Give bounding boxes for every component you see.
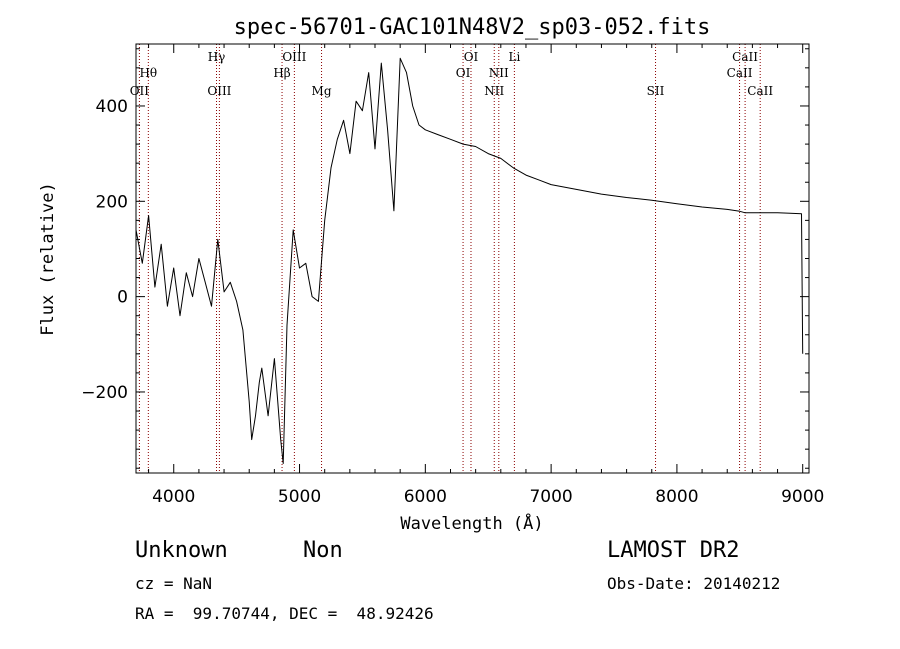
x-axis: 4000 5000 6000 7000 8000 9000 — [148, 44, 824, 507]
spectral-line-label: CaII — [732, 50, 758, 64]
spectral-line-label: Hθ — [139, 66, 157, 80]
spectral-line-label: Mg — [312, 84, 332, 98]
spectral-line-label: SII — [647, 84, 665, 98]
chart-title: spec-56701-GAC101N48V2_sp03-052.fits — [234, 15, 711, 40]
spectral-line-label: OI — [456, 66, 471, 80]
spectral-line-label: OIII — [282, 50, 306, 64]
plot-area — [136, 57, 804, 464]
object-subclass: Non — [303, 538, 343, 563]
plot-frame — [135, 43, 810, 474]
observation-date: Obs-Date: 20140212 — [607, 574, 781, 593]
x-tick-label: 8000 — [655, 487, 698, 507]
y-tick-label: 400 — [96, 97, 128, 117]
spectral-line-label: NII — [489, 66, 509, 80]
spectral-line-label: Li — [508, 50, 520, 64]
x-tick-label: 9000 — [781, 487, 824, 507]
y-axis-label: Flux (relative) — [38, 182, 58, 336]
spectral-line-label: NII — [484, 84, 504, 98]
spectral-line-label: OI — [464, 50, 479, 64]
spectral-line-label: OII — [130, 84, 150, 98]
coordinates: RA = 99.70744, DEC = 48.92426 — [135, 604, 434, 623]
spectral-line-markers: Hθ OII Hγ OIII OIII Hβ Mg OI OI Li NII NII SII CaII Ca… — [130, 44, 773, 473]
spectrum-series — [136, 57, 804, 464]
spectral-line-label: Hβ — [273, 66, 290, 80]
survey-name: LAMOST DR2 — [607, 538, 740, 563]
y-tick-label: 0 — [117, 288, 128, 308]
x-axis-label: Wavelength (Å) — [400, 512, 543, 534]
spectral-line-label: CaII — [727, 66, 753, 80]
redshift-value: cz = NaN — [135, 574, 213, 593]
x-tick-label: 5000 — [278, 487, 321, 507]
object-class: Unknown — [135, 538, 228, 563]
y-axis: −200 0 200 400 — [81, 48, 809, 469]
y-tick-label: 200 — [96, 192, 128, 212]
spectral-line-label: OIII — [207, 84, 231, 98]
x-tick-label: 4000 — [152, 487, 195, 507]
y-tick-label: −200 — [81, 383, 128, 403]
spectral-line-label: CaII — [747, 84, 773, 98]
x-tick-label: 6000 — [404, 487, 447, 507]
x-tick-label: 7000 — [529, 487, 572, 507]
spectral-line-label: Hγ — [208, 50, 226, 64]
